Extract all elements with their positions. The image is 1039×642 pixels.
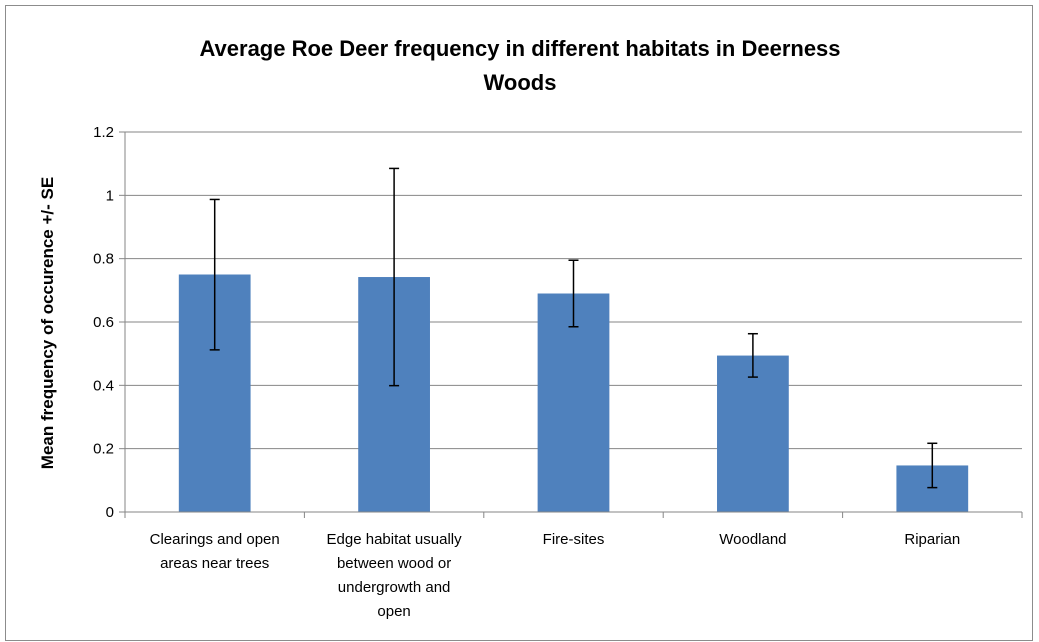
x-category-label: Woodland xyxy=(719,531,786,548)
y-tick-label: 1.2 xyxy=(93,124,114,141)
x-category-label: areas near trees xyxy=(160,555,269,572)
x-category-label: Fire-sites xyxy=(543,531,605,548)
y-axis-label: Mean frequency of occurence +/- SE xyxy=(38,177,57,469)
y-tick-label: 0.8 xyxy=(93,251,114,268)
x-category-labels: Clearings and open areas near trees Edge h… xyxy=(150,531,961,620)
x-category-label: Clearings and open xyxy=(150,531,280,548)
bar xyxy=(537,293,610,512)
y-tick-label: 0.2 xyxy=(93,441,114,458)
chart-title-line-2: Woods xyxy=(484,70,557,95)
chart-title-line-1: Average Roe Deer frequency in different … xyxy=(199,36,840,61)
x-category-label: Riparian xyxy=(904,531,960,548)
error-bars xyxy=(209,167,938,489)
y-tick-label: 0.6 xyxy=(93,314,114,331)
y-tick-label: 0.4 xyxy=(93,377,114,394)
gridlines xyxy=(125,131,1022,450)
chart-frame xyxy=(5,5,1033,641)
x-category-label: Edge habitat usually xyxy=(327,531,463,548)
x-category-label: between wood or xyxy=(337,555,451,572)
y-tick-label: 1 xyxy=(106,187,114,204)
x-category-label: open xyxy=(377,603,410,620)
bar xyxy=(717,355,789,512)
y-tick-label: 0 xyxy=(106,504,114,521)
x-category-label: undergrowth and xyxy=(338,579,451,596)
axes xyxy=(119,131,1023,518)
y-tick-labels: 0 0.2 0.4 0.6 0.8 1 1.2 xyxy=(93,124,114,521)
bars xyxy=(178,274,969,512)
